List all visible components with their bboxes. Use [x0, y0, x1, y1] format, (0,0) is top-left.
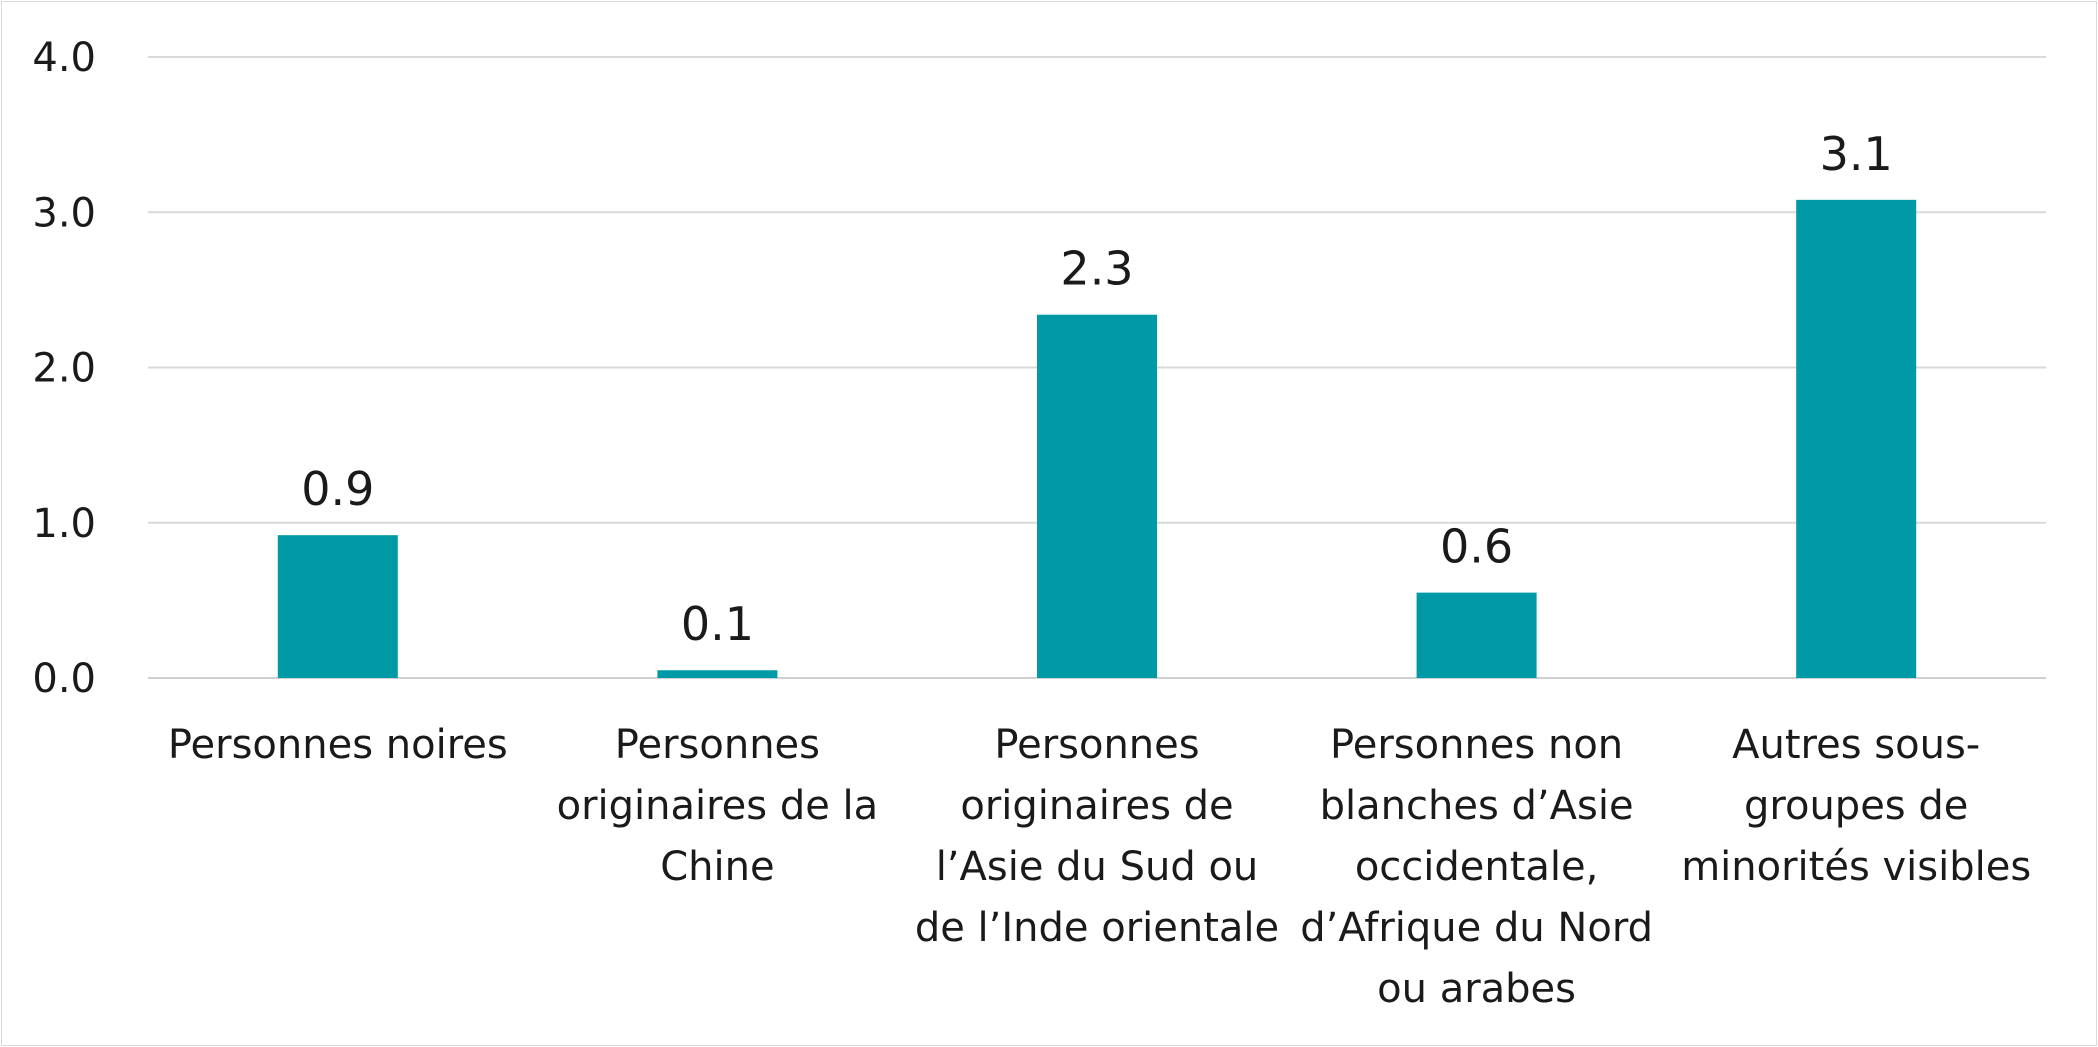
x-category-label: Personnes originaires de l’Asie du Sud ou d…: [915, 722, 1279, 951]
bar: [1037, 314, 1157, 678]
x-category-label: Autres sous-groupes de minorités visibles: [1681, 722, 2031, 890]
x-category-label-line: originaires de la: [557, 783, 879, 829]
x-category-label-line: minorités visibles: [1681, 844, 2031, 890]
data-label: 0.9: [301, 462, 374, 516]
data-label: 2.3: [1060, 242, 1133, 296]
bars: [277, 199, 1917, 678]
bar: [1796, 199, 1917, 678]
x-category-label-line: Personnes: [615, 722, 820, 768]
y-tick-label: 1.0: [32, 501, 96, 547]
bar: [1416, 592, 1537, 678]
x-category-label-line: originaires de: [960, 783, 1233, 829]
x-category-label-line: Personnes non: [1330, 722, 1623, 768]
data-label: 0.6: [1440, 520, 1513, 574]
x-category-label-line: Chine: [660, 844, 774, 890]
bar: [277, 535, 398, 678]
y-tick-label: 2.0: [32, 346, 96, 392]
x-category-label-line: Personnes noires: [168, 722, 508, 768]
y-tick-label: 3.0: [32, 190, 96, 236]
data-labels: 0.9 0.1 2.3 0.6 3.1: [301, 127, 1893, 651]
x-category-label-line: d’Afrique du Nord: [1300, 905, 1653, 951]
bar: [657, 670, 778, 678]
x-category-label: Personnes originaires de la Chine: [557, 722, 879, 890]
x-category-label-line: Autres sous-: [1732, 722, 1980, 768]
x-category-label-line: occidentale,: [1355, 844, 1599, 890]
x-category-label-line: l’Asie du Sud ou: [936, 844, 1259, 890]
x-category-label-line: Personnes: [994, 722, 1199, 768]
y-tick-label: 4.0: [32, 35, 96, 81]
y-tick-label: 0.0: [32, 656, 96, 702]
x-category-label-line: blanches d’Asie: [1320, 783, 1634, 829]
x-category-label: Personnes non blanches d’Asie occidentale,…: [1300, 722, 1653, 1012]
data-label: 3.1: [1820, 127, 1893, 181]
x-category-label-line: de l’Inde orientale: [915, 905, 1279, 951]
x-category-label: Personnes noires: [168, 722, 508, 768]
data-label: 0.1: [681, 597, 754, 651]
x-category-label-line: ou arabes: [1377, 966, 1576, 1012]
x-axis: Personnes noires Personnes originaires de …: [168, 722, 2031, 1012]
x-category-label-line: groupes de: [1744, 783, 1968, 829]
y-axis: 0.0 1.0 2.0 3.0 4.0: [32, 35, 96, 702]
